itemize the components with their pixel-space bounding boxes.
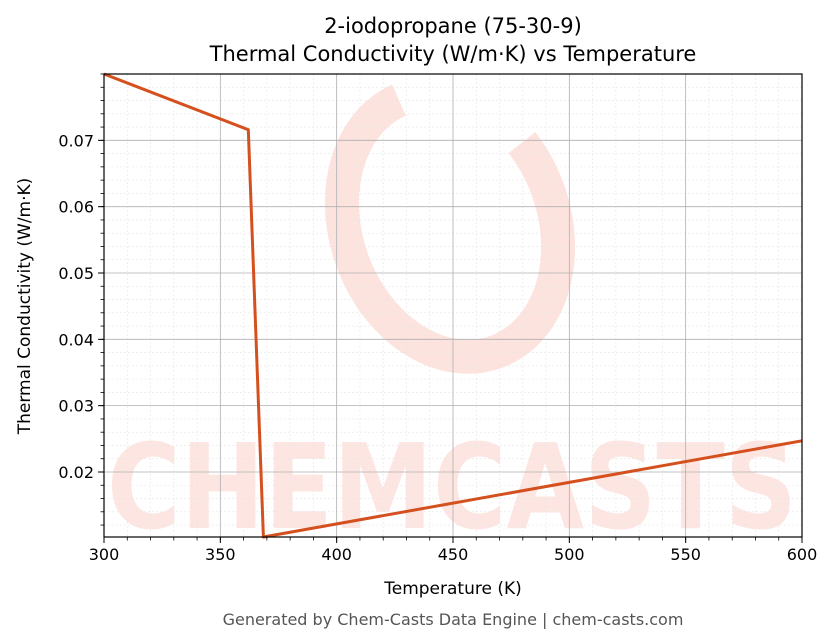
chart-title: 2-iodopropane (75-30-9) — [324, 14, 582, 38]
chart-subtitle: Thermal Conductivity (W/m·K) vs Temperat… — [209, 42, 697, 66]
y-tick-label: 0.07 — [58, 131, 94, 150]
major-grid — [103, 74, 803, 537]
axis-ticks — [98, 73, 803, 543]
x-tick-label: 350 — [205, 545, 236, 564]
watermark-logo: CHEMCASTS — [107, 76, 797, 556]
watermark-text: CHEMCASTS — [107, 418, 797, 556]
x-tick-label: 500 — [554, 545, 585, 564]
y-tick-label: 0.04 — [58, 330, 94, 349]
y-tick-label: 0.02 — [58, 463, 94, 482]
x-tick-label: 600 — [787, 545, 818, 564]
series-line — [103, 72, 803, 539]
x-tick-label: 300 — [89, 545, 120, 564]
x-tick-label: 400 — [321, 545, 352, 564]
watermark-swirl — [324, 76, 576, 374]
y-tick-labels: 0.02 0.03 0.04 0.05 0.06 0.07 — [58, 131, 94, 482]
x-tick-label: 450 — [438, 545, 469, 564]
y-tick-label: 0.05 — [58, 264, 94, 283]
series-layer — [103, 72, 803, 539]
y-axis-label: Thermal Conductivity (W/m·K) — [15, 178, 35, 436]
footer-credit: Generated by Chem-Casts Data Engine | ch… — [223, 610, 684, 629]
y-tick-label: 0.03 — [58, 397, 94, 416]
y-tick-label: 0.06 — [58, 198, 94, 217]
x-tick-label: 550 — [670, 545, 701, 564]
x-tick-labels: 300 350 400 450 500 550 600 — [89, 545, 818, 564]
x-axis-label: Temperature (K) — [383, 579, 522, 599]
